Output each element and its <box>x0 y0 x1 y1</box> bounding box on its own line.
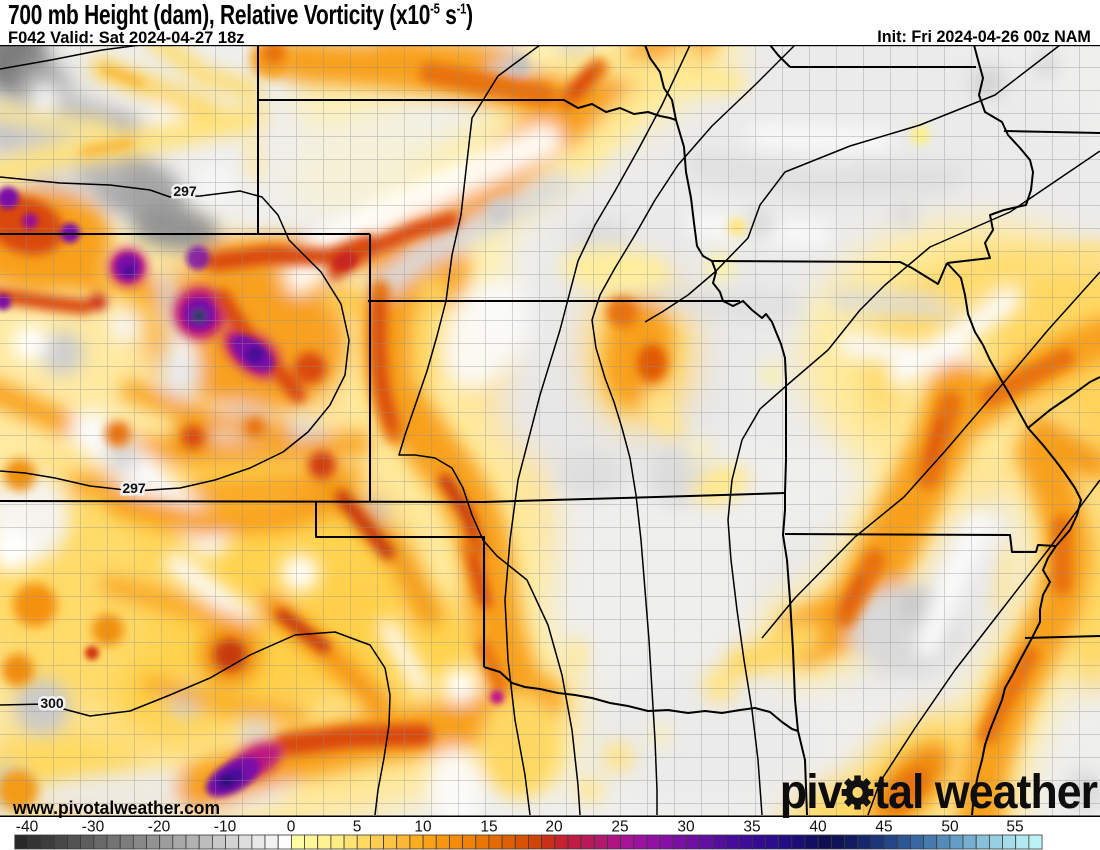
svg-text:-20: -20 <box>148 819 171 836</box>
svg-text:35: 35 <box>743 819 760 836</box>
svg-text:25: 25 <box>611 819 628 836</box>
svg-text:45: 45 <box>875 819 892 836</box>
svg-text:297: 297 <box>122 480 146 496</box>
svg-text:50: 50 <box>941 819 959 836</box>
svg-text:300: 300 <box>40 695 64 711</box>
svg-text:297: 297 <box>173 183 197 199</box>
svg-text:40: 40 <box>809 819 827 836</box>
svg-text:30: 30 <box>677 819 695 836</box>
svg-text:-10: -10 <box>214 819 237 836</box>
svg-text:-30: -30 <box>82 819 105 836</box>
svg-text:20: 20 <box>545 819 563 836</box>
svg-text:-40: -40 <box>16 819 39 836</box>
svg-text:10: 10 <box>414 819 432 836</box>
svg-text:0: 0 <box>287 819 296 836</box>
svg-text:55: 55 <box>1006 819 1023 836</box>
svg-text:5: 5 <box>353 819 362 836</box>
svg-text:15: 15 <box>480 819 497 836</box>
